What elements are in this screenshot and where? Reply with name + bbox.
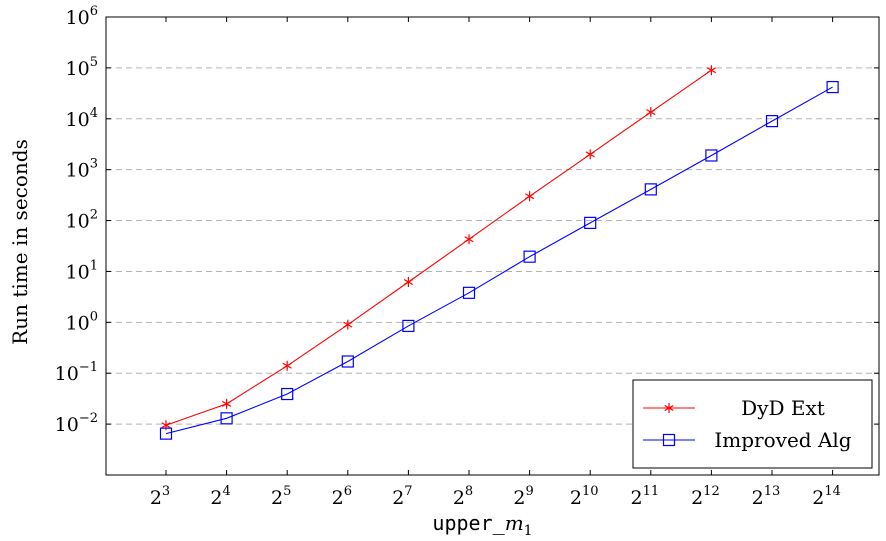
data-point-square — [584, 216, 597, 229]
y-tick-label: 105 — [66, 55, 98, 80]
x-tick-label: 213 — [752, 484, 781, 509]
y-tick-label: 100 — [66, 309, 98, 334]
legend-entry-label: Improved Alg — [714, 428, 851, 452]
data-point-star — [282, 360, 292, 371]
data-point-square — [281, 387, 294, 401]
data-point-square — [765, 115, 779, 128]
data-point-square — [644, 183, 657, 196]
data-point-star — [161, 420, 171, 431]
y-tick-label: 10−1 — [55, 360, 98, 385]
x-tick-label: 212 — [691, 484, 720, 509]
x-axis-label-mono: upper — [432, 511, 492, 535]
y-tick-label: 101 — [66, 258, 98, 283]
data-point-star — [646, 107, 656, 118]
legend-entry-label: DyD Ext — [741, 396, 825, 420]
x-axis-label: upper_m1 — [432, 511, 532, 539]
data-point-square — [159, 427, 173, 440]
data-point-square — [220, 412, 233, 425]
x-tick-label: 26 — [332, 484, 352, 509]
x-tick-label: 211 — [630, 484, 659, 509]
data-point-square — [705, 149, 718, 162]
data-point-star — [221, 398, 232, 409]
data-point-star — [706, 65, 717, 76]
grid-lines — [106, 67, 879, 425]
data-point-square — [402, 319, 415, 333]
x-axis-label-math: m — [505, 511, 524, 535]
y-tick-label: 102 — [66, 208, 98, 233]
data-point-square — [462, 286, 476, 299]
series-layer — [159, 65, 839, 440]
y-tick-label: 104 — [66, 106, 98, 131]
x-tick-label: 23 — [150, 484, 170, 509]
data-point-star — [403, 277, 414, 288]
data-point-square — [341, 355, 354, 368]
y-tick-label: 106 — [66, 4, 98, 29]
x-axis-label-sub: 1 — [524, 523, 533, 539]
data-point-star — [343, 319, 353, 330]
y-axis-label: Run time in seconds — [8, 139, 32, 345]
y-tick-label: 103 — [66, 157, 98, 182]
x-tick-label: 24 — [210, 484, 230, 509]
data-point-square — [826, 80, 839, 94]
x-tick-label: 25 — [271, 484, 291, 509]
x-tick-label: 29 — [513, 484, 533, 509]
y-tick-labels: 10−2 10−1 100 101 102 103 104 105 106 — [55, 4, 98, 436]
legend: DyD Ext Improved Alg — [632, 379, 873, 469]
plot-frame — [105, 16, 880, 476]
y-tick-label: 10−2 — [55, 411, 98, 436]
x-tick-label: 214 — [812, 484, 841, 509]
legend-swatch-marker — [664, 403, 674, 413]
x-axis-label-sep: _ — [493, 511, 506, 535]
data-point-star — [464, 234, 474, 245]
series-line-0 — [165, 69, 712, 426]
legend-swatch-marker — [662, 433, 676, 447]
data-point-star — [524, 191, 535, 202]
x-tick-label: 27 — [392, 484, 412, 509]
x-tick-labels: 23 24 25 26 27 28 29 210 211 212 213 214 — [150, 484, 841, 509]
series-line-1 — [165, 86, 833, 435]
axis-ticks — [106, 16, 879, 475]
legend-box — [632, 379, 873, 469]
data-point-star — [585, 149, 595, 160]
x-tick-label: 28 — [453, 484, 473, 509]
data-point-square — [523, 250, 536, 263]
x-tick-label: 210 — [570, 484, 599, 509]
